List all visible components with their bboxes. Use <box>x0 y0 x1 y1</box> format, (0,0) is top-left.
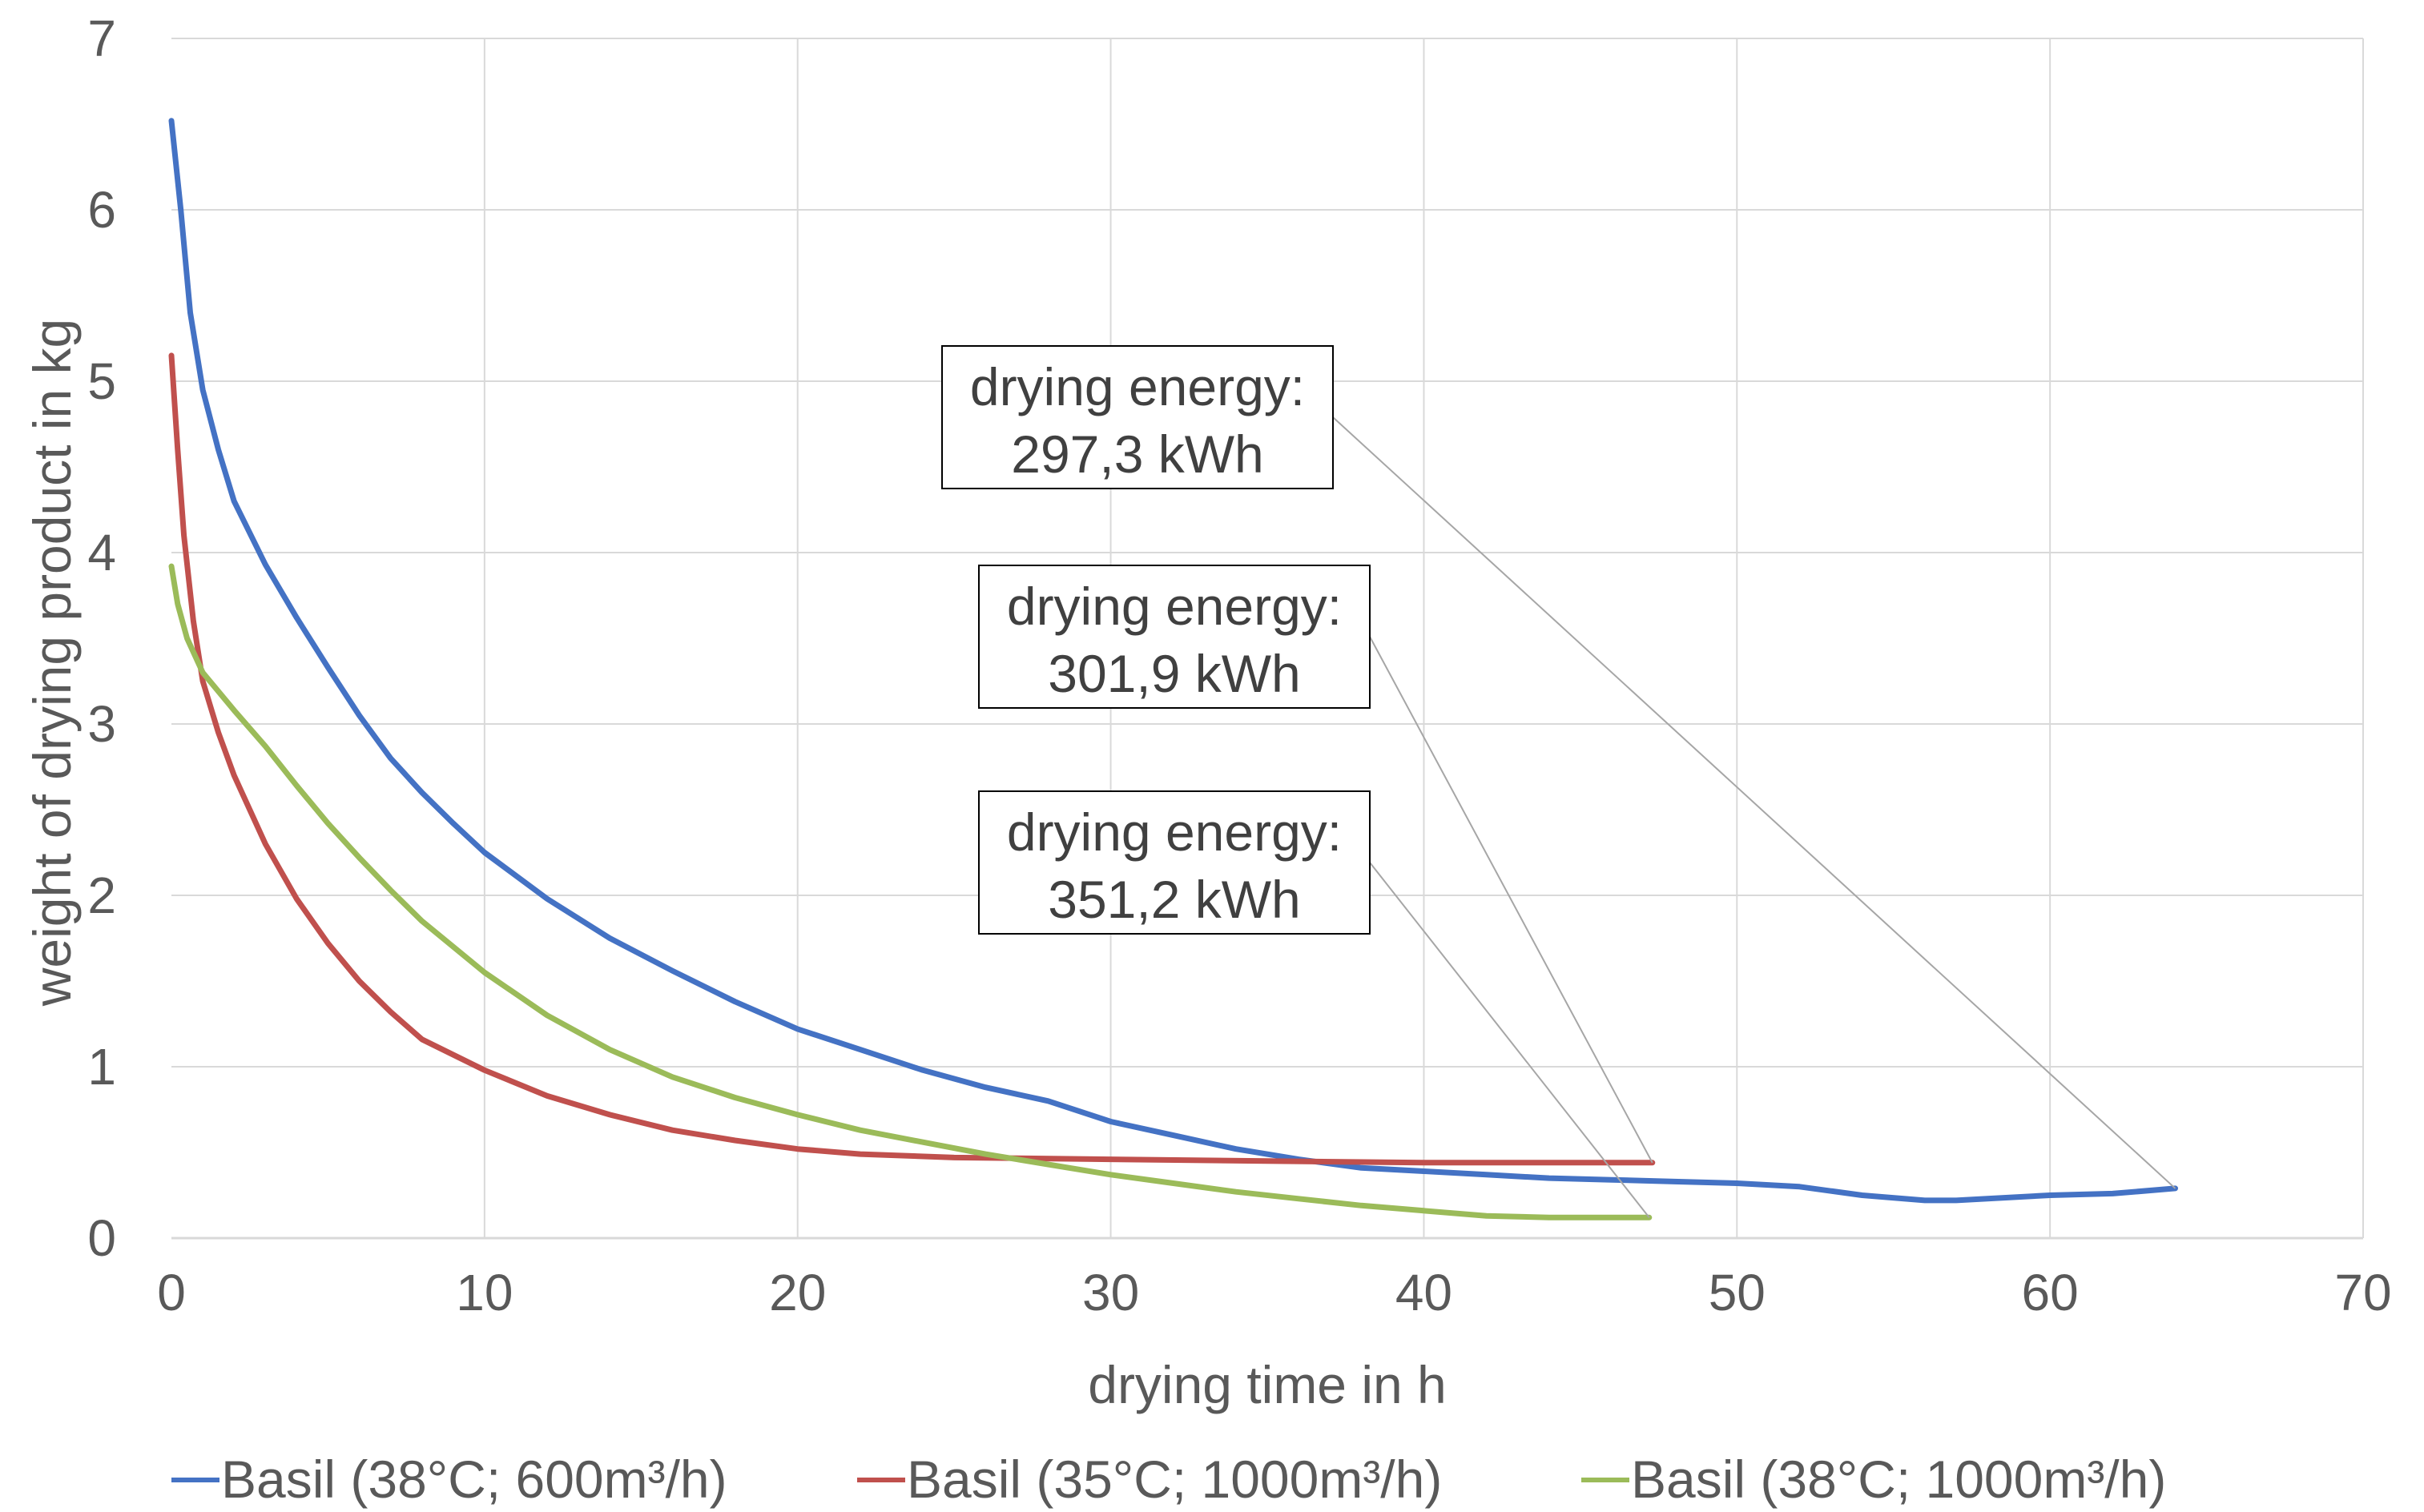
annotation-1-value: 297,3 kWh <box>1011 424 1264 484</box>
annotation-1-label: drying energy: <box>970 357 1305 416</box>
annotation-3-value: 351,2 kWh <box>1048 870 1301 929</box>
x-tick-label: 50 <box>1709 1264 1766 1321</box>
annotation-3-label: drying energy: <box>1007 802 1342 862</box>
y-tick-label: 5 <box>87 352 116 410</box>
annotation-2-value: 301,9 kWh <box>1048 644 1301 703</box>
y-tick-labels: 0 1 2 3 4 5 6 7 <box>87 10 116 1267</box>
legend-item-1: Basil (38°C; 600m³/h) <box>171 1450 727 1509</box>
x-tick-label: 60 <box>2022 1264 2079 1321</box>
annotation-leader-lines <box>1332 416 2176 1218</box>
x-tick-labels: 0 10 20 30 40 50 60 70 <box>157 1264 2391 1321</box>
legend-label-1: Basil (38°C; 600m³/h) <box>221 1450 727 1509</box>
annotation-2-label: drying energy: <box>1007 577 1342 636</box>
legend-item-3: Basil (38°C; 1000m³/h) <box>1581 1450 2166 1509</box>
x-tick-label: 10 <box>456 1264 513 1321</box>
x-tick-label: 70 <box>2334 1264 2391 1321</box>
x-tick-label: 0 <box>157 1264 186 1321</box>
annotation-box-2: drying energy: 301,9 kWh <box>978 565 1371 709</box>
x-axis-title: drying time in h <box>1088 1355 1447 1414</box>
legend: Basil (38°C; 600m³/h) Basil (35°C; 1000m… <box>171 1450 2166 1509</box>
series-line-3 <box>168 563 1653 1220</box>
series-line-2 <box>168 352 1656 1166</box>
y-tick-label: 0 <box>87 1209 116 1267</box>
annotation-leader-line <box>1369 636 1653 1164</box>
legend-item-2: Basil (35°C; 1000m³/h) <box>857 1450 1442 1509</box>
annotation-leader-line <box>1332 416 2176 1189</box>
y-tick-label: 4 <box>87 524 116 581</box>
x-tick-label: 40 <box>1395 1264 1452 1321</box>
legend-label-2: Basil (35°C; 1000m³/h) <box>907 1450 1442 1509</box>
y-tick-label: 6 <box>87 181 116 239</box>
y-tick-label: 2 <box>87 867 116 924</box>
series-line-1 <box>168 118 2178 1204</box>
y-tick-label: 1 <box>87 1038 116 1096</box>
legend-label-3: Basil (38°C; 1000m³/h) <box>1631 1450 2166 1509</box>
annotation-box-1: drying energy: 297,3 kWh <box>941 345 1334 489</box>
y-tick-label: 3 <box>87 695 116 753</box>
x-tick-label: 20 <box>769 1264 826 1321</box>
annotation-box-3: drying energy: 351,2 kWh <box>978 790 1371 935</box>
y-axis-title: weight of drying product in kg <box>22 319 82 1007</box>
series-layer <box>168 118 2178 1220</box>
annotation-leader-line <box>1369 862 1650 1218</box>
x-tick-label: 30 <box>1082 1264 1139 1321</box>
y-tick-label: 7 <box>87 10 116 67</box>
